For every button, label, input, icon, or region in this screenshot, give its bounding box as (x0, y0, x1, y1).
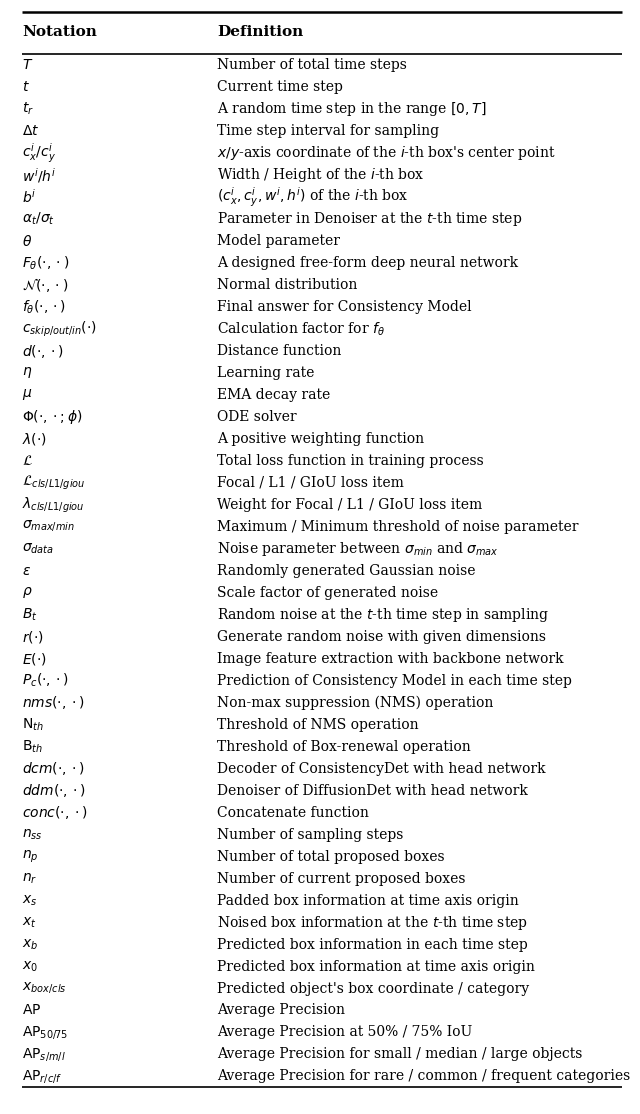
Text: $r(\cdot)$: $r(\cdot)$ (22, 628, 44, 645)
Text: Maximum / Minimum threshold of noise parameter: Maximum / Minimum threshold of noise par… (217, 520, 579, 534)
Text: $P_c(\cdot,\cdot)$: $P_c(\cdot,\cdot)$ (22, 672, 69, 690)
Text: Predicted box information at time axis origin: Predicted box information at time axis o… (217, 959, 535, 974)
Text: $\mathcal{L}$: $\mathcal{L}$ (22, 453, 33, 468)
Text: Width / Height of the $i$-th box: Width / Height of the $i$-th box (217, 166, 424, 184)
Text: $\theta$: $\theta$ (22, 234, 32, 248)
Text: $\eta$: $\eta$ (22, 365, 33, 381)
Text: $E(\cdot)$: $E(\cdot)$ (22, 651, 47, 667)
Text: $x/y$-axis coordinate of the $i$-th box's center point: $x/y$-axis coordinate of the $i$-th box'… (217, 144, 556, 163)
Text: $\sigma_{data}$: $\sigma_{data}$ (22, 541, 54, 556)
Text: Time step interval for sampling: Time step interval for sampling (217, 124, 439, 138)
Text: Scale factor of generated noise: Scale factor of generated noise (217, 586, 438, 599)
Text: EMA decay rate: EMA decay rate (217, 388, 330, 402)
Text: $conc(\cdot,\cdot)$: $conc(\cdot,\cdot)$ (22, 804, 88, 821)
Text: Image feature extraction with backbone network: Image feature extraction with backbone n… (217, 652, 564, 666)
Text: $w^i/h^i$: $w^i/h^i$ (22, 166, 56, 185)
Text: Denoiser of DiffusionDet with head network: Denoiser of DiffusionDet with head netwo… (217, 783, 528, 798)
Text: Parameter in Denoiser at the $t$-th time step: Parameter in Denoiser at the $t$-th time… (217, 211, 522, 228)
Text: Number of sampling steps: Number of sampling steps (217, 828, 403, 842)
Text: $\Phi(\cdot,\cdot;\phi)$: $\Phi(\cdot,\cdot;\phi)$ (22, 408, 83, 426)
Text: $n_r$: $n_r$ (22, 871, 37, 886)
Text: $\mu$: $\mu$ (22, 388, 33, 402)
Text: $x_b$: $x_b$ (22, 937, 38, 951)
Text: $\mathrm{AP}_{r/c/f}$: $\mathrm{AP}_{r/c/f}$ (22, 1068, 63, 1085)
Text: Learning rate: Learning rate (217, 367, 314, 380)
Text: Distance function: Distance function (217, 344, 341, 358)
Text: ODE solver: ODE solver (217, 410, 296, 424)
Text: Average Precision: Average Precision (217, 1004, 345, 1017)
Text: $x_0$: $x_0$ (22, 959, 38, 974)
Text: $\mathrm{N}_{th}$: $\mathrm{N}_{th}$ (22, 716, 44, 733)
Text: Definition: Definition (217, 25, 303, 39)
Text: Predicted object's box coordinate / category: Predicted object's box coordinate / cate… (217, 981, 529, 996)
Text: $x_t$: $x_t$ (22, 916, 36, 930)
Text: $\lambda_{cls/L1/giou}$: $\lambda_{cls/L1/giou}$ (22, 496, 84, 515)
Text: $c_{skip/out/in}(\cdot)$: $c_{skip/out/in}(\cdot)$ (22, 320, 97, 339)
Text: $f_{\theta}(\cdot,\cdot)$: $f_{\theta}(\cdot,\cdot)$ (22, 299, 66, 315)
Text: $\epsilon$: $\epsilon$ (22, 564, 31, 578)
Text: Normal distribution: Normal distribution (217, 278, 357, 292)
Text: $\mathrm{AP}_{50/75}$: $\mathrm{AP}_{50/75}$ (22, 1024, 68, 1040)
Text: Threshold of NMS operation: Threshold of NMS operation (217, 717, 419, 732)
Text: $\sigma_{max/min}$: $\sigma_{max/min}$ (22, 519, 75, 535)
Text: Noised box information at the $t$-th time step: Noised box information at the $t$-th tim… (217, 913, 528, 931)
Text: $\mathcal{N}(\cdot,\cdot)$: $\mathcal{N}(\cdot,\cdot)$ (22, 276, 68, 294)
Text: A positive weighting function: A positive weighting function (217, 432, 424, 446)
Text: Model parameter: Model parameter (217, 234, 340, 248)
Text: $nms(\cdot,\cdot)$: $nms(\cdot,\cdot)$ (22, 694, 84, 711)
Text: Average Precision at 50% / 75% IoU: Average Precision at 50% / 75% IoU (217, 1026, 472, 1039)
Text: $t_r$: $t_r$ (22, 101, 34, 117)
Text: Prediction of Consistency Model in each time step: Prediction of Consistency Model in each … (217, 674, 572, 687)
Text: A designed free-form deep neural network: A designed free-form deep neural network (217, 256, 518, 270)
Text: $(c^i_x, c^i_y, w^i, h^i)$ of the $i$-th box: $(c^i_x, c^i_y, w^i, h^i)$ of the $i$-th… (217, 185, 408, 209)
Text: $\lambda(\cdot)$: $\lambda(\cdot)$ (22, 431, 47, 447)
Text: Padded box information at time axis origin: Padded box information at time axis orig… (217, 893, 519, 908)
Text: Average Precision for small / median / large objects: Average Precision for small / median / l… (217, 1047, 582, 1062)
Text: $F_{\theta}(\cdot,\cdot)$: $F_{\theta}(\cdot,\cdot)$ (22, 254, 69, 272)
Text: $B_t$: $B_t$ (22, 607, 38, 623)
Text: $n_p$: $n_p$ (22, 849, 38, 864)
Text: $d(\cdot,\cdot)$: $d(\cdot,\cdot)$ (22, 342, 64, 360)
Text: $\Delta t$: $\Delta t$ (22, 124, 40, 138)
Text: Randomly generated Gaussian noise: Randomly generated Gaussian noise (217, 564, 476, 578)
Text: $x_{box/cls}$: $x_{box/cls}$ (22, 981, 67, 996)
Text: $\mathrm{B}_{th}$: $\mathrm{B}_{th}$ (22, 739, 43, 755)
Text: Noise parameter between $\sigma_{min}$ and $\sigma_{max}$: Noise parameter between $\sigma_{min}$ a… (217, 540, 499, 558)
Text: Focal / L1 / GIoU loss item: Focal / L1 / GIoU loss item (217, 476, 404, 490)
Text: Number of current proposed boxes: Number of current proposed boxes (217, 871, 465, 886)
Text: $t$: $t$ (22, 80, 30, 95)
Text: $dcm(\cdot,\cdot)$: $dcm(\cdot,\cdot)$ (22, 760, 85, 778)
Text: $\mathcal{L}_{cls/L1/giou}$: $\mathcal{L}_{cls/L1/giou}$ (22, 473, 86, 492)
Text: Generate random noise with given dimensions: Generate random noise with given dimensi… (217, 629, 546, 644)
Text: Average Precision for rare / common / frequent categories: Average Precision for rare / common / fr… (217, 1069, 630, 1084)
Text: Concatenate function: Concatenate function (217, 805, 369, 820)
Text: Decoder of ConsistencyDet with head network: Decoder of ConsistencyDet with head netw… (217, 762, 546, 775)
Text: Current time step: Current time step (217, 80, 343, 95)
Text: Notation: Notation (22, 25, 97, 39)
Text: $T$: $T$ (22, 58, 33, 72)
Text: Predicted box information in each time step: Predicted box information in each time s… (217, 938, 528, 951)
Text: $\mathrm{AP}$: $\mathrm{AP}$ (22, 1004, 42, 1017)
Text: $\mathrm{AP}_{s/m/l}$: $\mathrm{AP}_{s/m/l}$ (22, 1046, 66, 1063)
Text: $c^i_x/c^i_y$: $c^i_x/c^i_y$ (22, 141, 56, 165)
Text: Calculation factor for $f_{\theta}$: Calculation factor for $f_{\theta}$ (217, 321, 385, 338)
Text: $x_s$: $x_s$ (22, 893, 38, 908)
Text: $ddm(\cdot,\cdot)$: $ddm(\cdot,\cdot)$ (22, 782, 86, 799)
Text: Number of total proposed boxes: Number of total proposed boxes (217, 850, 445, 863)
Text: Weight for Focal / L1 / GIoU loss item: Weight for Focal / L1 / GIoU loss item (217, 498, 483, 512)
Text: $n_{ss}$: $n_{ss}$ (22, 828, 43, 842)
Text: $\alpha_t/\sigma_t$: $\alpha_t/\sigma_t$ (22, 211, 55, 227)
Text: Non-max suppression (NMS) operation: Non-max suppression (NMS) operation (217, 695, 493, 710)
Text: Random noise at the $t$-th time step in sampling: Random noise at the $t$-th time step in … (217, 606, 549, 624)
Text: Total loss function in training process: Total loss function in training process (217, 453, 484, 468)
Text: Threshold of Box-renewal operation: Threshold of Box-renewal operation (217, 740, 471, 754)
Text: A random time step in the range $[0, T]$: A random time step in the range $[0, T]$ (217, 100, 486, 118)
Text: $\rho$: $\rho$ (22, 585, 33, 600)
Text: Number of total time steps: Number of total time steps (217, 58, 407, 72)
Text: Final answer for Consistency Model: Final answer for Consistency Model (217, 300, 472, 314)
Text: $b^i$: $b^i$ (22, 188, 36, 206)
